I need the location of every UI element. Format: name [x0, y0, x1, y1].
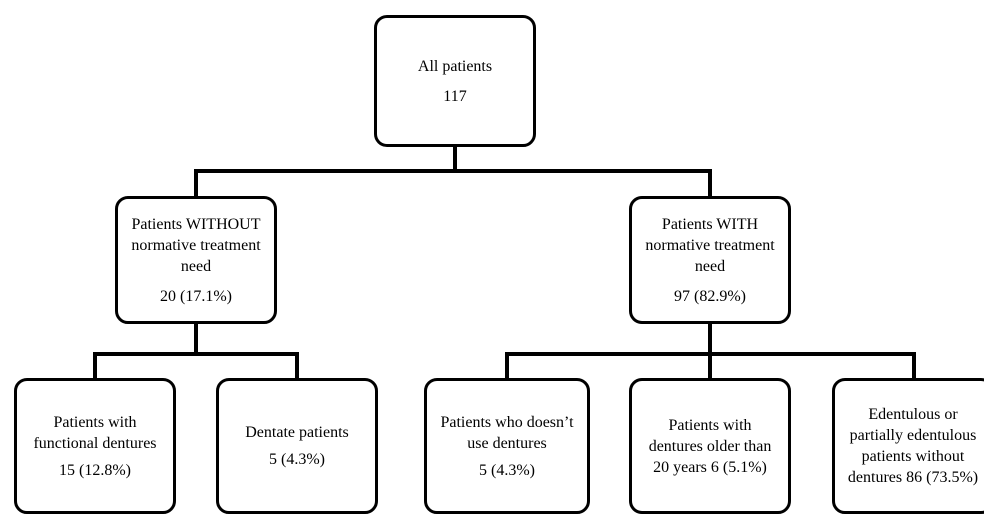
node-functional-dentures-value: 15 (12.8%)	[59, 461, 131, 479]
node-old-dentures-label: Patients with dentures older than 20 yea…	[648, 416, 772, 476]
node-old-dentures: Patients with dentures older than 20 yea…	[629, 378, 791, 514]
node-dentate-patients: Dentate patients 5 (4.3%)	[216, 378, 378, 514]
node-without-treatment-need-label: Patients WITHOUT normative treatment nee…	[131, 215, 261, 275]
node-functional-dentures-label: Patients with functional dentures	[33, 413, 157, 452]
node-without-treatment-need: Patients WITHOUT normative treatment nee…	[115, 196, 277, 324]
node-dentate-patients-label: Dentate patients	[245, 424, 349, 441]
node-dentate-patients-value: 5 (4.3%)	[269, 451, 325, 468]
node-all-patients-label: All patients	[417, 57, 493, 75]
node-all-patients-value: 117	[443, 87, 467, 105]
node-no-dentures-use-value: 5 (4.3%)	[479, 461, 535, 479]
node-no-dentures-use: Patients who doesn’t use dentures 5 (4.3…	[424, 378, 590, 514]
node-with-treatment-need: Patients WITH normative treatment need 9…	[629, 196, 791, 324]
node-without-treatment-need-value: 20 (17.1%)	[160, 287, 232, 305]
node-with-treatment-need-label: Patients WITH normative treatment need	[645, 215, 775, 275]
node-no-dentures-use-label: Patients who doesn’t use dentures	[440, 413, 574, 452]
node-edentulous: Edentulous or partially edentulous patie…	[832, 378, 984, 514]
node-functional-dentures: Patients with functional dentures 15 (12…	[14, 378, 176, 514]
node-all-patients: All patients 117	[374, 15, 536, 147]
node-with-treatment-need-value: 97 (82.9%)	[674, 287, 746, 305]
node-edentulous-label: Edentulous or partially edentulous patie…	[847, 406, 979, 486]
